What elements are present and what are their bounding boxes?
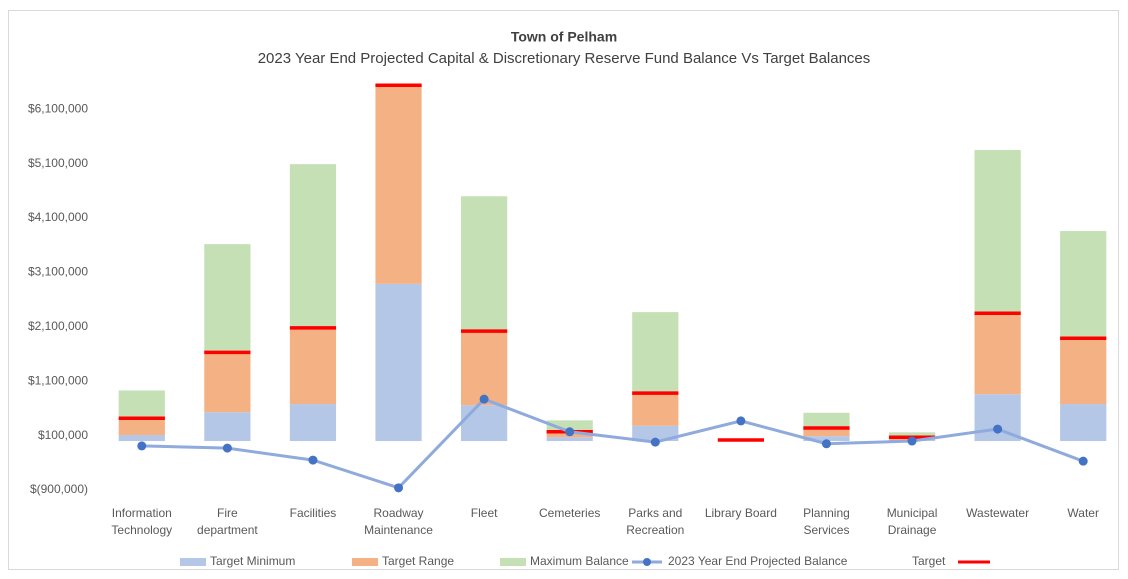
x-tick-label: Water xyxy=(1067,506,1099,520)
x-tick-label: Facilities xyxy=(290,506,337,520)
bar xyxy=(204,244,251,353)
bar xyxy=(803,412,850,428)
x-tick-label: Wastewater xyxy=(966,506,1029,520)
legend-label: Target xyxy=(912,554,946,568)
x-tick-label: Fire department xyxy=(197,506,258,537)
bar xyxy=(546,420,593,433)
bar xyxy=(118,390,165,419)
x-tick-label: Information Technology xyxy=(111,506,172,537)
chart-border xyxy=(8,10,1119,570)
bar xyxy=(461,331,508,406)
bar xyxy=(632,425,679,442)
bar xyxy=(974,150,1021,314)
legend-swatch xyxy=(352,558,378,566)
bar xyxy=(803,427,850,437)
line-marker xyxy=(736,416,746,426)
line-marker xyxy=(308,455,318,465)
chart-subtitle: 2023 Year End Projected Capital & Discre… xyxy=(258,50,871,67)
legend-label: Maximum Balance xyxy=(530,554,629,568)
bar xyxy=(632,393,679,426)
line-marker xyxy=(821,439,831,449)
line-marker xyxy=(479,394,489,404)
legend-swatch xyxy=(643,558,651,566)
y-tick-label: $(900,000) xyxy=(30,482,88,496)
bar xyxy=(289,404,337,442)
line-marker xyxy=(650,437,660,447)
chart-title: Town of Pelham xyxy=(511,29,617,45)
bar xyxy=(118,435,165,442)
line-marker xyxy=(1078,456,1088,466)
line-marker xyxy=(222,443,232,453)
x-tick-label: Parks and Recreation xyxy=(626,506,684,537)
x-tick-label: Roadway Maintenance xyxy=(364,506,433,537)
bar xyxy=(546,437,593,442)
line-marker xyxy=(137,441,147,451)
legend-label: Target Minimum xyxy=(210,554,295,568)
x-tick-label: Fleet xyxy=(471,506,498,520)
line-series xyxy=(141,397,1084,490)
bar xyxy=(289,327,337,405)
line-marker xyxy=(565,427,575,437)
bar xyxy=(204,352,251,413)
legend-label: 2023 Year End Projected Balance xyxy=(668,554,848,568)
y-tick-label: $6,100,000 xyxy=(28,101,88,115)
bar xyxy=(974,313,1021,395)
legend-swatch xyxy=(180,558,206,566)
bar xyxy=(888,432,936,438)
x-tick-label: Planning Services xyxy=(803,506,850,537)
y-tick-label: $3,100,000 xyxy=(28,265,88,279)
x-tick-label: Library Board xyxy=(705,506,777,520)
line-marker xyxy=(993,424,1003,434)
legend-label: Target Range xyxy=(382,554,454,568)
y-tick-label: $100,000 xyxy=(38,428,88,442)
bar xyxy=(461,196,508,332)
y-tick-label: $1,100,000 xyxy=(28,373,88,387)
bar xyxy=(461,405,508,442)
x-tick-label: Cemeteries xyxy=(539,506,600,520)
y-tick-label: $5,100,000 xyxy=(28,156,88,170)
y-tick-label: $2,100,000 xyxy=(28,319,88,333)
bar xyxy=(1060,404,1107,442)
bar xyxy=(375,283,422,442)
bar xyxy=(1060,231,1107,339)
legend-swatch xyxy=(500,558,526,566)
bar xyxy=(803,436,850,442)
x-tick-label: Municipal Drainage xyxy=(887,506,938,537)
bar xyxy=(1060,338,1107,405)
line-marker xyxy=(907,436,917,446)
bar xyxy=(289,164,337,328)
bar xyxy=(118,418,165,436)
line-marker xyxy=(394,483,404,493)
y-tick-label: $4,100,000 xyxy=(28,210,88,224)
bar xyxy=(375,85,422,284)
bar xyxy=(204,412,251,442)
bar xyxy=(632,312,679,394)
